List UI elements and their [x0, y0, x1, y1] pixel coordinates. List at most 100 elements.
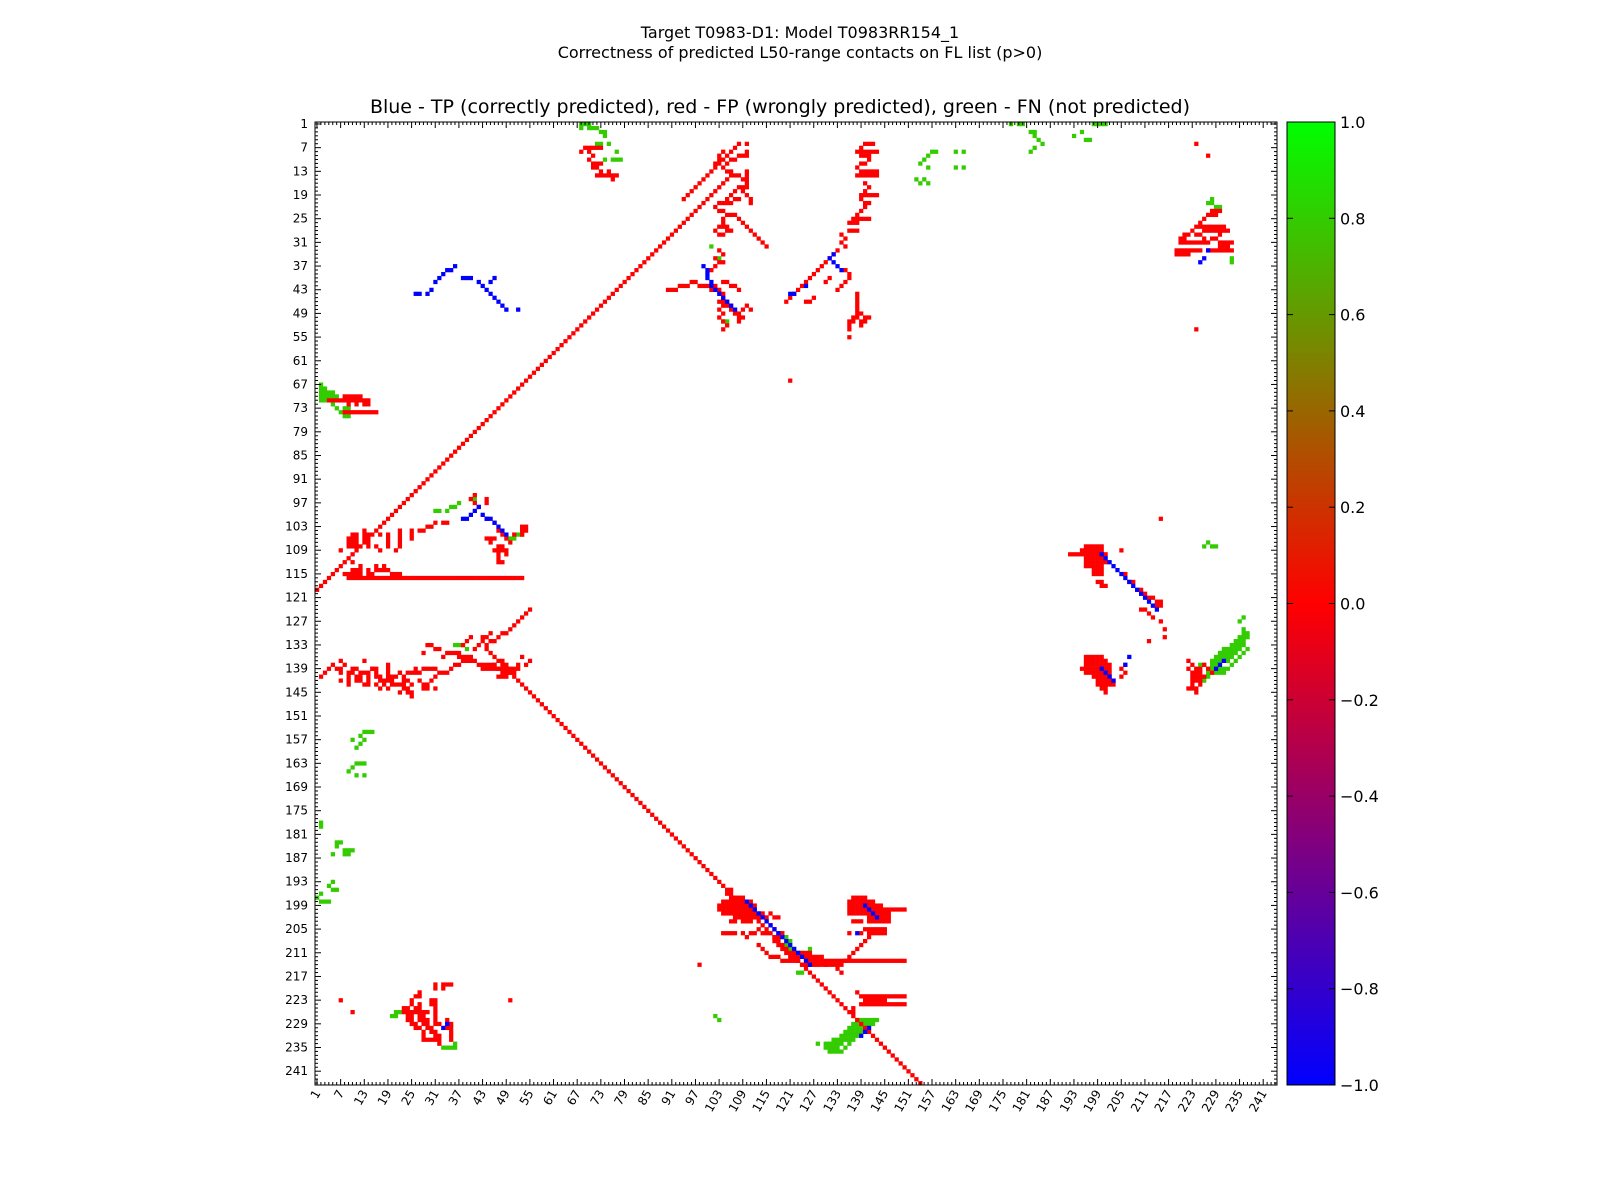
- contact-cell-fp: [342, 394, 347, 399]
- contact-cell-fp: [350, 567, 355, 573]
- contact-cell-fn: [456, 642, 462, 648]
- contact-cell-fp: [1119, 548, 1124, 553]
- contact-cell-fp: [500, 670, 505, 675]
- contact-cell-fn: [342, 406, 347, 411]
- contact-cell-fp: [1213, 228, 1219, 233]
- contact-cell-fp: [366, 670, 371, 675]
- contact-cell-fp: [590, 153, 596, 158]
- contact-cell-fp: [378, 686, 383, 691]
- contact-cell-fp: [401, 575, 406, 581]
- contact-cell-fp: [358, 398, 363, 403]
- y-tick-label: 109: [285, 543, 308, 557]
- contact-cell-fp: [736, 287, 742, 293]
- contact-cell-fp: [508, 670, 513, 675]
- contact-cell-fp: [382, 520, 387, 525]
- contact-cell-fn: [831, 1041, 836, 1046]
- contact-cell-tp: [748, 903, 753, 908]
- contact-cell-fp: [393, 508, 399, 514]
- contact-cell-fp: [393, 575, 399, 581]
- contact-cell-fp: [346, 682, 351, 687]
- contact-cell-fp: [1087, 560, 1092, 565]
- contact-cell-fp: [409, 575, 414, 581]
- contact-cell-fp: [1075, 552, 1081, 557]
- contact-cell-fp: [346, 536, 351, 541]
- contact-cell-fp: [1099, 658, 1104, 663]
- contact-cell-fn: [851, 1021, 856, 1027]
- contact-cell-fp: [831, 962, 836, 967]
- contact-cell-fn: [847, 1041, 852, 1046]
- contact-cell-fp: [413, 994, 418, 999]
- contact-cell-fp: [1095, 654, 1100, 660]
- contact-cell-fp: [366, 540, 371, 545]
- contact-cell-fp: [1178, 252, 1183, 257]
- contact-cell-fn: [602, 133, 608, 139]
- contact-cell-fn: [870, 1017, 876, 1023]
- contact-cell-fp: [823, 962, 828, 967]
- y-tick-label: 217: [285, 970, 308, 984]
- contact-cell-fn: [1036, 137, 1041, 143]
- contact-cell-fp: [433, 1033, 438, 1038]
- contact-cell-fp: [610, 173, 615, 178]
- contact-cell-fp: [587, 149, 592, 154]
- contact-cell-fp: [1087, 654, 1092, 660]
- contact-cell-fp: [717, 248, 722, 253]
- contact-cell-fp: [449, 1021, 454, 1027]
- contact-cell-fp: [725, 153, 730, 158]
- contact-cell-fp: [1091, 674, 1096, 679]
- contact-cell-fp: [1194, 686, 1199, 691]
- contact-cell-fp: [736, 899, 742, 904]
- contact-cell-fp: [732, 173, 738, 178]
- y-tick-label: 31: [293, 235, 308, 249]
- x-tick-label: 55: [517, 1088, 537, 1108]
- contact-cell-fp: [725, 196, 730, 202]
- y-tick-label: 193: [285, 875, 308, 889]
- contact-cell-fp: [882, 1045, 887, 1050]
- contact-cell-fp: [855, 220, 860, 225]
- contact-cell-fp: [405, 678, 410, 683]
- contact-cell-fp: [732, 903, 738, 908]
- contact-cell-fp: [350, 540, 355, 545]
- contact-cell-fp: [1186, 252, 1191, 257]
- contact-cell-tp: [504, 532, 509, 537]
- contact-cell-fp: [318, 583, 324, 589]
- contact-cell-fp: [1099, 662, 1104, 667]
- contact-cell-fp: [579, 741, 584, 746]
- contact-cell-fp: [374, 674, 379, 679]
- contact-cell-fp: [772, 938, 777, 944]
- contact-cell-fp: [866, 315, 872, 320]
- contact-cell-fp: [863, 149, 868, 154]
- contact-cell-fp: [1099, 686, 1104, 691]
- contact-cell-fp: [1150, 595, 1156, 600]
- contact-cell-fp: [681, 283, 686, 289]
- contact-cell-fp: [685, 848, 690, 853]
- contact-cell-tp: [1131, 583, 1136, 589]
- contact-cell-fp: [847, 899, 852, 904]
- contact-cell-fn: [346, 852, 351, 857]
- contact-cell-fp: [863, 153, 868, 158]
- contact-cell-fp: [1087, 658, 1092, 663]
- contact-cell-fn: [717, 1017, 722, 1023]
- contact-cell-fp: [342, 410, 347, 415]
- y-tick-label: 163: [285, 756, 308, 770]
- contact-cell-fp: [358, 678, 363, 683]
- contact-cell-fp: [1186, 240, 1191, 245]
- contact-cell-fp: [882, 919, 887, 924]
- contact-cell-fp: [425, 642, 430, 648]
- contact-cell-fp: [389, 682, 395, 687]
- contact-cell-fp: [508, 540, 513, 545]
- contact-cell-fp: [788, 954, 793, 960]
- contact-cell-fp: [496, 575, 501, 581]
- contact-cell-fp: [1142, 607, 1148, 612]
- contact-cell-fp: [863, 998, 868, 1003]
- contact-cell-fn: [346, 414, 351, 419]
- contact-cell-fp: [397, 544, 403, 549]
- contact-cell-fp: [496, 406, 501, 411]
- contact-cell-fp: [1099, 583, 1104, 589]
- contact-cell-fn: [334, 844, 339, 849]
- contact-cell-fp: [874, 911, 880, 916]
- axis-ticks: [315, 122, 1277, 1085]
- contact-cell-fn: [863, 1021, 868, 1027]
- contact-cell-fp: [437, 1033, 442, 1038]
- contact-cell-fp: [1083, 654, 1089, 660]
- contact-cell-fp: [902, 907, 907, 912]
